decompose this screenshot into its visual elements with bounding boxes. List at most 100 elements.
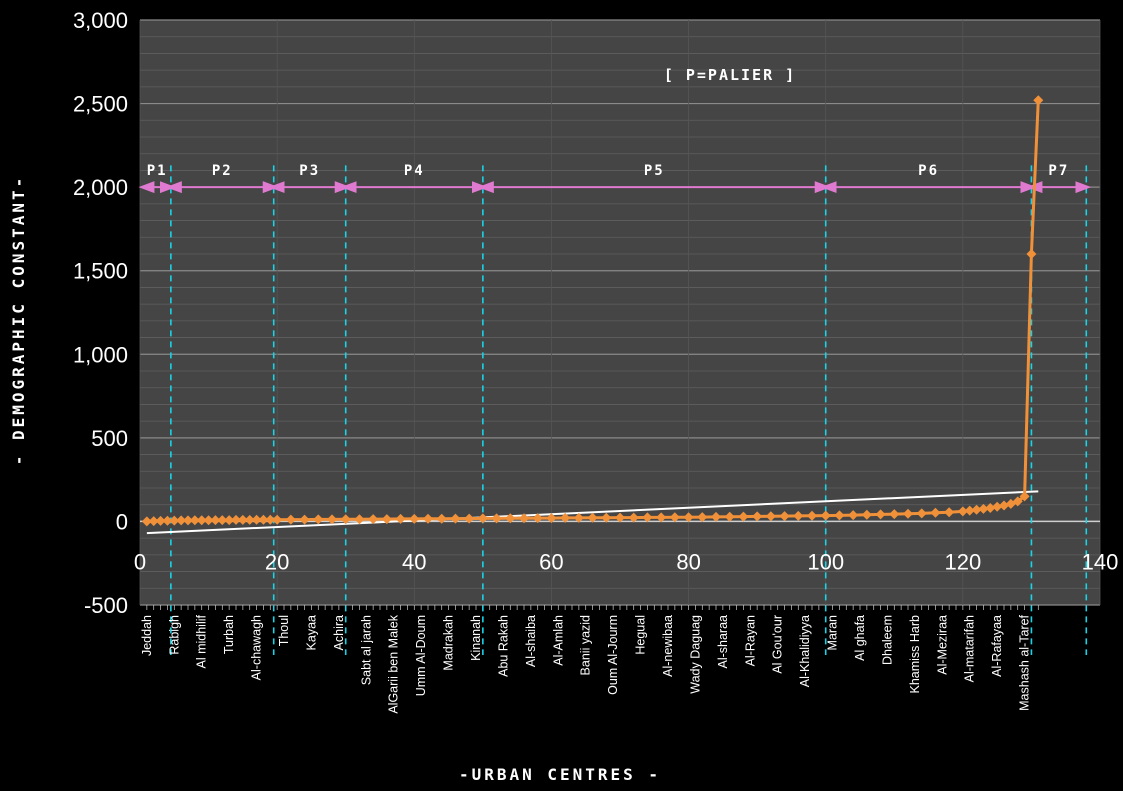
data-point (1012, 496, 1023, 507)
data-point (189, 515, 200, 526)
chart-annotation: [ P=PALIER ] (664, 66, 796, 84)
category-label: Madrakah (442, 615, 456, 671)
category-label: Kinanah (469, 615, 483, 661)
data-point (265, 514, 276, 525)
data-point (368, 514, 379, 525)
data-point (203, 515, 214, 526)
data-point (656, 512, 667, 523)
category-label: Al-sharaa (716, 615, 730, 669)
data-point (423, 513, 433, 524)
data-point (450, 513, 461, 524)
category-label: Al-shaiba (524, 615, 538, 667)
x-tick-label: 0 (134, 549, 146, 574)
data-point (985, 503, 996, 514)
data-point (327, 514, 337, 525)
category-label: Jeddah (140, 615, 154, 656)
data-point (231, 514, 241, 525)
data-point (930, 507, 941, 518)
data-point (978, 503, 989, 514)
data-point (196, 515, 207, 526)
category-label: Kayaa (304, 615, 318, 650)
data-point (669, 512, 680, 523)
category-label: Al-Amlah (551, 615, 565, 666)
data-point (999, 500, 1009, 511)
category-label: Al-matarifah (963, 615, 977, 682)
data-point (889, 509, 900, 520)
data-point (957, 506, 968, 517)
data-point (944, 507, 955, 518)
data-point (587, 512, 598, 523)
data-point (299, 514, 310, 525)
data-point (183, 515, 193, 526)
data-point (848, 510, 859, 521)
data-point (141, 516, 152, 527)
x-tick-label: 20 (265, 549, 289, 574)
data-point (820, 510, 831, 521)
category-label: Thoul (277, 615, 291, 646)
category-label: Umm Al-Doum (414, 615, 428, 696)
data-point (697, 512, 708, 523)
y-tick-label: 1,000 (73, 342, 128, 367)
y-tick-label: 1,500 (73, 259, 128, 284)
data-point (834, 510, 845, 521)
data-point (992, 501, 1003, 512)
data-point (464, 513, 475, 524)
category-label: AlGarii ben Malek (387, 614, 401, 713)
data-point (532, 513, 543, 524)
data-point (285, 514, 296, 525)
data-point (148, 516, 159, 527)
data-point (971, 504, 982, 515)
category-label: Hegual (634, 615, 648, 655)
data-point (395, 513, 406, 524)
phase-label: P5 (644, 163, 665, 179)
phase-label: P2 (212, 163, 233, 179)
data-point (340, 514, 351, 525)
data-point (573, 512, 584, 523)
phase-label: P3 (299, 163, 320, 179)
x-tick-label: 140 (1082, 549, 1119, 574)
data-point (176, 515, 187, 526)
y-tick-label: 2,500 (73, 92, 128, 117)
data-point (738, 511, 749, 522)
y-tick-label: 2,000 (73, 175, 128, 200)
category-label: Al-newibaa (661, 615, 675, 677)
category-label: Al-Rafayaa (990, 615, 1004, 677)
phase-label: P1 (147, 163, 168, 179)
data-point (903, 508, 913, 519)
category-label: Wady Daguag (688, 615, 702, 694)
plot-area (140, 20, 1100, 605)
x-tick-label: 120 (944, 549, 981, 574)
data-point (765, 511, 776, 522)
data-point (560, 512, 571, 523)
y-axis-title: - DEMOGRAPHIC CONSTANT- (9, 175, 28, 466)
category-label: Turbah (222, 615, 236, 654)
y-tick-label: 0 (116, 509, 128, 534)
data-point (244, 514, 255, 525)
data-point (601, 512, 612, 523)
data-point (162, 515, 173, 526)
data-point (155, 515, 166, 526)
data-point (752, 511, 763, 522)
data-point (258, 514, 269, 525)
category-label: Khamiss Harb (908, 615, 922, 694)
y-tick-label: 3,000 (73, 8, 128, 33)
data-point (409, 513, 420, 524)
category-label: Al ghafa (853, 615, 867, 661)
x-tick-label: 100 (807, 549, 844, 574)
trend-line (146, 490, 1039, 535)
data-point (251, 514, 262, 525)
data-point (861, 509, 872, 520)
phase-label: P4 (404, 163, 425, 179)
data-point (724, 511, 735, 522)
data-point (683, 512, 694, 523)
x-tick-label: 60 (539, 549, 563, 574)
category-label: Al Gou'our (771, 615, 785, 674)
category-label: Dhaleem (880, 615, 894, 665)
data-point (964, 505, 975, 516)
data-point (224, 515, 235, 526)
x-tick-label: 80 (676, 549, 700, 574)
category-label: Rabigh (167, 615, 181, 655)
data-point (546, 513, 557, 524)
y-tick-label: -500 (84, 593, 128, 618)
